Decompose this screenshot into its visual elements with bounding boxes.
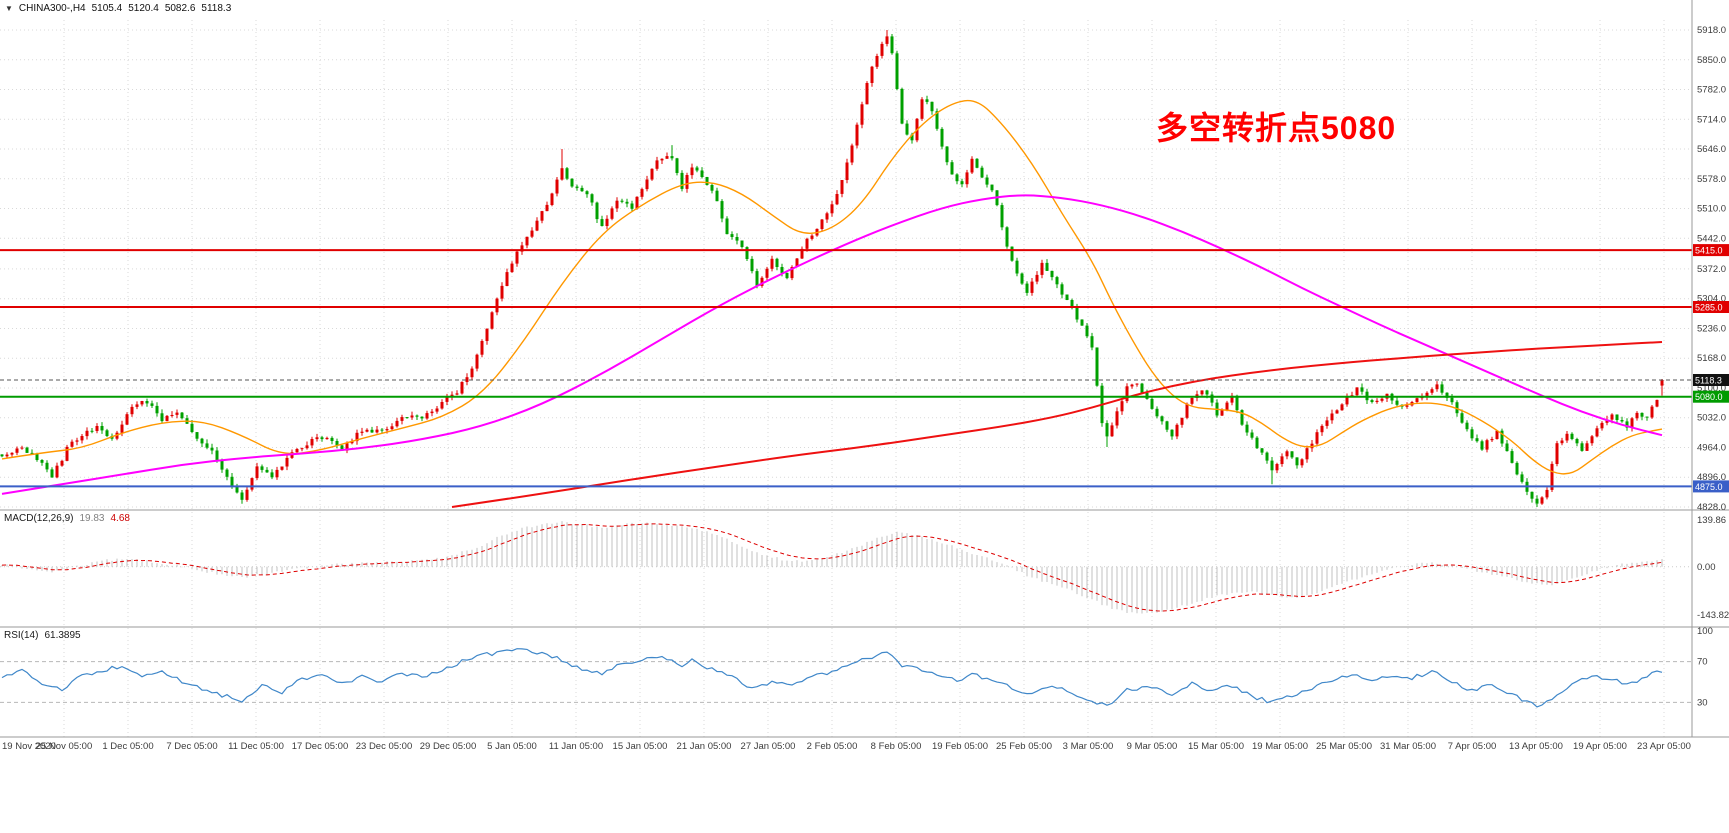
- time-label: 13 Apr 05:00: [1509, 741, 1563, 752]
- time-label: 19 Feb 05:00: [932, 741, 988, 752]
- price-tag-5080.0: [1693, 390, 1729, 403]
- time-label: 7 Apr 05:00: [1448, 741, 1497, 752]
- macd-main-value: 19.83: [79, 513, 105, 524]
- time-label: 15 Jan 05:00: [613, 741, 668, 752]
- time-label: 25 Feb 05:00: [996, 741, 1052, 752]
- rsi-indicator-label: RSI(14): [4, 630, 39, 641]
- price-tick-label: 5442.0: [1697, 233, 1726, 244]
- time-label: 31 Mar 05:00: [1380, 741, 1436, 752]
- symbol-info-bar: ▼ CHINA300-,H4 5105.4 5120.4 5082.6 5118…: [5, 3, 231, 14]
- rsi-tick-label: 70: [1697, 657, 1708, 668]
- price-tick-label: 5850.0: [1697, 55, 1726, 66]
- time-label: 19 Mar 05:00: [1252, 741, 1308, 752]
- price-tag-5285.0: [1693, 301, 1729, 313]
- price-tag-text: 5285.0: [1695, 303, 1723, 313]
- price-tick-label: 5918.0: [1697, 25, 1726, 36]
- annotation-text[interactable]: 多空转折点5080: [1156, 110, 1397, 146]
- ohlc-high: 5120.4: [128, 3, 159, 14]
- rsi-value: 61.3895: [44, 630, 81, 641]
- rsi-tick-label: 30: [1697, 697, 1708, 708]
- ohlc-close: 5118.3: [201, 3, 232, 14]
- price-tag-text: 5080.0: [1695, 392, 1723, 402]
- price-tick-label: 4896.0: [1697, 472, 1726, 483]
- macd-histogram: [1, 521, 1663, 614]
- ohlc-open: 5105.4: [91, 3, 123, 14]
- macd-tick-label: 0.00: [1697, 562, 1716, 573]
- time-label: 11 Jan 05:00: [549, 741, 603, 752]
- time-label: 23 Apr 05:00: [1637, 741, 1691, 752]
- time-label: 1 Dec 05:00: [102, 741, 153, 752]
- macd-signal-value: 4.68: [110, 513, 130, 524]
- rsi-tick-label: 100: [1697, 626, 1713, 637]
- price-tick-label: 5372.0: [1697, 264, 1726, 275]
- price-tick-label: 5714.0: [1697, 114, 1726, 125]
- macd-tick-label: 139.86: [1697, 515, 1726, 526]
- price-tick-label: 5304.0: [1697, 294, 1726, 305]
- data-window-toggle-icon[interactable]: ▼: [5, 4, 13, 13]
- price-tick-label: 5100.0: [1697, 383, 1726, 394]
- time-label: 2 Feb 05:00: [807, 741, 858, 752]
- time-label: 17 Dec 05:00: [292, 741, 349, 752]
- time-label: 11 Dec 05:00: [228, 741, 284, 752]
- macd-panel-title: MACD(12,26,9) 19.83 4.68: [4, 513, 130, 524]
- panel-borders: [0, 0, 1729, 738]
- time-label: 15 Mar 05:00: [1188, 741, 1244, 752]
- time-label: 8 Feb 05:00: [871, 741, 922, 752]
- time-label: 9 Mar 05:00: [1127, 741, 1178, 752]
- ma-fast-line: [1, 99, 1663, 475]
- time-label: 29 Dec 05:00: [420, 741, 477, 752]
- price-tick-label: 5578.0: [1697, 174, 1726, 185]
- level-lines[interactable]: [0, 249, 1692, 488]
- ohlc-low: 5082.6: [164, 3, 196, 14]
- rsi-panel-title: RSI(14) 61.3895: [4, 630, 81, 641]
- price-tag-text: 4875.0: [1695, 482, 1723, 492]
- price-tag-5415.0: [1693, 244, 1729, 257]
- macd-signal-line: [1, 523, 1663, 612]
- time-label: 25 Nov 05:00: [36, 741, 93, 752]
- time-label: 19 Apr 05:00: [1573, 741, 1627, 752]
- price-tick-label: 5032.0: [1697, 413, 1726, 424]
- macd-tick-label: -143.82: [1697, 610, 1729, 621]
- price-tick-label: 5782.0: [1697, 85, 1726, 96]
- price-tag-5118.3: [1693, 374, 1729, 386]
- grid: [0, 20, 1692, 737]
- ma-mid-line: [1, 194, 1663, 495]
- price-tick-label: 4964.0: [1697, 443, 1726, 454]
- price-tick-label: 4828.0: [1697, 502, 1726, 513]
- price-tag-4875.0: [1693, 480, 1729, 493]
- price-tick-label: 5646.0: [1697, 144, 1726, 155]
- price-axis: 5918.0 5850.0 5782.0 5714.0 5646.0 5578.0 5510…: [1697, 25, 1729, 708]
- ma-slow-line: [451, 341, 1663, 508]
- time-label: 19 Nov 2020: [2, 741, 56, 752]
- time-label: 27 Jan 05:00: [741, 741, 796, 752]
- time-label: 23 Dec 05:00: [356, 741, 413, 752]
- rsi-line: [1, 648, 1663, 708]
- price-tick-label: 5236.0: [1697, 324, 1726, 335]
- price-tag-text: 5415.0: [1695, 246, 1723, 256]
- time-label: 7 Dec 05:00: [166, 741, 217, 752]
- macd-indicator-label: MACD(12,26,9): [4, 513, 74, 524]
- price-tags: 5415.0 5285.0 5118.3 5080.0 4875.0: [1693, 244, 1729, 493]
- time-label: 25 Mar 05:00: [1316, 741, 1372, 752]
- time-label: 21 Jan 05:00: [677, 741, 732, 752]
- price-tick-label: 5168.0: [1697, 353, 1726, 364]
- symbol-timeframe-label: CHINA300-,H4: [18, 3, 86, 14]
- time-label: 3 Mar 05:00: [1063, 741, 1114, 752]
- price-tick-label: 5510.0: [1697, 204, 1726, 215]
- time-label: 5 Jan 05:00: [487, 741, 537, 752]
- price-tag-text: 5118.3: [1695, 376, 1722, 386]
